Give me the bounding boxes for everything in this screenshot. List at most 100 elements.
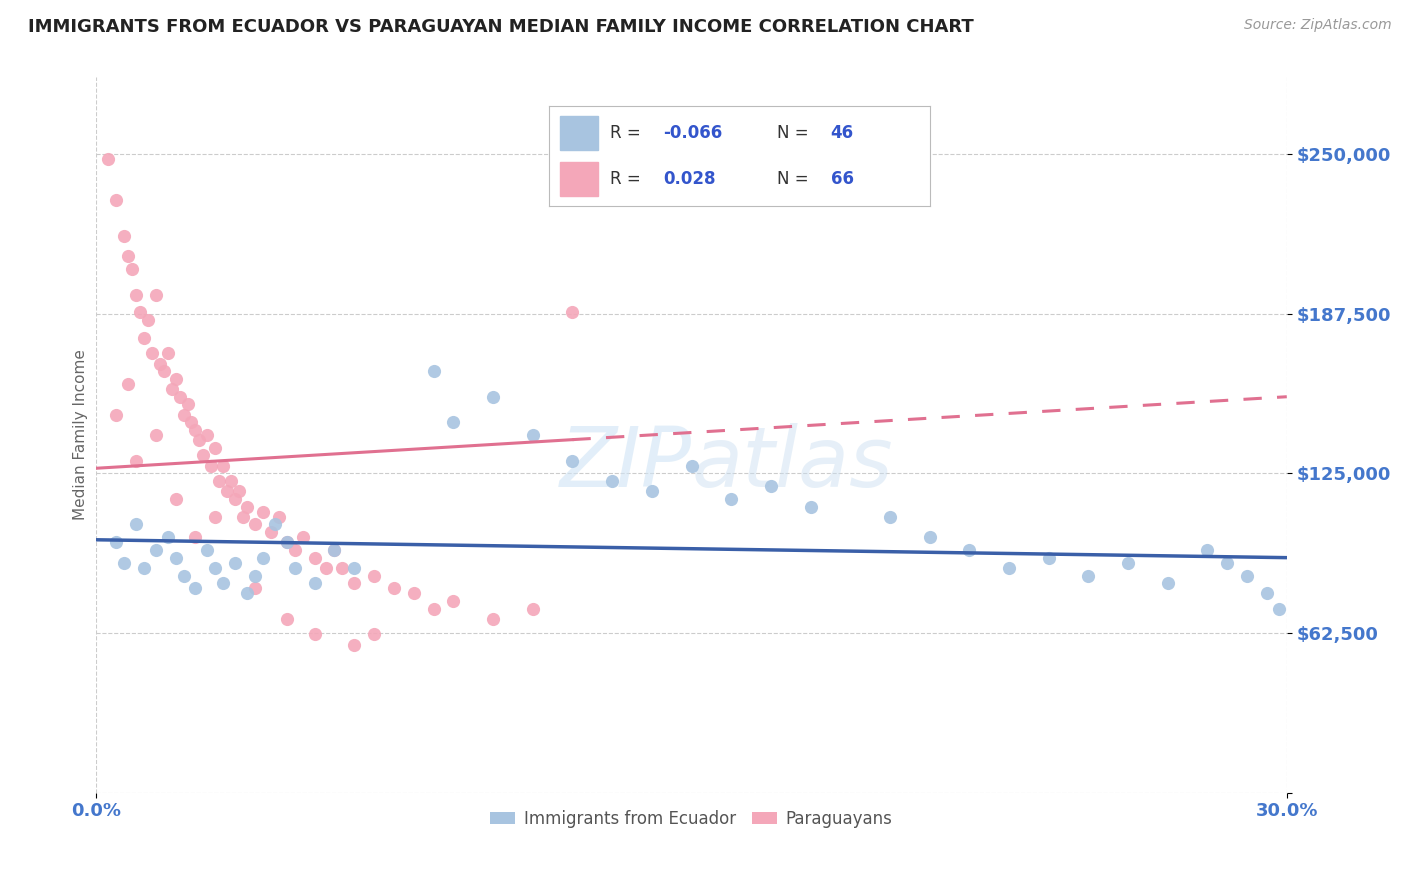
Point xyxy=(363,568,385,582)
Point xyxy=(184,530,207,544)
Point xyxy=(156,530,179,544)
Point xyxy=(1157,576,1180,591)
Point xyxy=(117,376,139,391)
Point xyxy=(105,535,128,549)
Point xyxy=(243,582,266,596)
Point xyxy=(343,638,366,652)
Point xyxy=(1077,568,1099,582)
Point xyxy=(304,627,326,641)
Point xyxy=(330,561,353,575)
Point xyxy=(482,612,505,626)
Point xyxy=(236,586,259,600)
Point xyxy=(522,601,544,615)
Point xyxy=(561,305,583,319)
Point xyxy=(97,152,120,166)
Point xyxy=(681,458,703,473)
Point xyxy=(957,543,980,558)
Point xyxy=(252,550,274,565)
Point xyxy=(149,357,172,371)
Legend: Immigrants from Ecuador, Paraguayans: Immigrants from Ecuador, Paraguayans xyxy=(484,803,900,834)
Point xyxy=(125,517,148,532)
Point xyxy=(236,500,259,514)
Point xyxy=(304,550,326,565)
Point xyxy=(228,484,250,499)
Point xyxy=(323,543,346,558)
Point xyxy=(112,556,135,570)
Point xyxy=(641,484,664,499)
Point xyxy=(263,517,285,532)
Point xyxy=(363,627,385,641)
Point xyxy=(212,458,235,473)
Point xyxy=(260,525,283,540)
Point xyxy=(180,415,202,429)
Point xyxy=(243,517,266,532)
Point xyxy=(156,346,179,360)
Point xyxy=(217,484,239,499)
Text: Source: ZipAtlas.com: Source: ZipAtlas.com xyxy=(1244,18,1392,32)
Point xyxy=(918,530,941,544)
Point xyxy=(343,576,366,591)
Text: atlas: atlas xyxy=(692,423,893,504)
Point xyxy=(284,543,307,558)
Point xyxy=(105,408,128,422)
Point xyxy=(382,582,405,596)
Point xyxy=(1236,568,1258,582)
Point xyxy=(1256,586,1278,600)
Point xyxy=(204,441,226,455)
Point xyxy=(152,364,174,378)
Point xyxy=(422,601,444,615)
Point xyxy=(204,509,226,524)
Point xyxy=(224,556,246,570)
Point xyxy=(212,576,235,591)
Point xyxy=(304,576,326,591)
Point xyxy=(173,568,195,582)
Point xyxy=(276,612,298,626)
Point xyxy=(522,428,544,442)
Point xyxy=(1116,556,1139,570)
Point xyxy=(160,382,183,396)
Point xyxy=(121,262,143,277)
Point xyxy=(145,428,167,442)
Point xyxy=(276,535,298,549)
Point xyxy=(232,509,254,524)
Point xyxy=(165,372,187,386)
Point xyxy=(141,346,163,360)
Point xyxy=(1268,601,1291,615)
Point xyxy=(441,594,464,608)
Point xyxy=(204,561,226,575)
Point xyxy=(402,586,425,600)
Point xyxy=(219,474,242,488)
Point xyxy=(1038,550,1060,565)
Y-axis label: Median Family Income: Median Family Income xyxy=(73,350,89,521)
Point xyxy=(1216,556,1239,570)
Point xyxy=(165,491,187,506)
Point xyxy=(1197,543,1219,558)
Point xyxy=(759,479,782,493)
Point xyxy=(315,561,337,575)
Point xyxy=(195,428,218,442)
Point xyxy=(125,287,148,301)
Point xyxy=(482,390,505,404)
Point xyxy=(195,543,218,558)
Point xyxy=(165,550,187,565)
Point xyxy=(252,505,274,519)
Point xyxy=(132,331,155,345)
Point xyxy=(284,561,307,575)
Point xyxy=(998,561,1021,575)
Point xyxy=(125,453,148,467)
Point xyxy=(422,364,444,378)
Point xyxy=(267,509,290,524)
Point xyxy=(323,543,346,558)
Point xyxy=(128,305,150,319)
Point xyxy=(145,287,167,301)
Point xyxy=(720,491,742,506)
Point xyxy=(193,449,215,463)
Point xyxy=(343,561,366,575)
Point xyxy=(800,500,823,514)
Point xyxy=(136,313,159,327)
Point xyxy=(208,474,231,488)
Point xyxy=(132,561,155,575)
Point xyxy=(112,228,135,243)
Text: IMMIGRANTS FROM ECUADOR VS PARAGUAYAN MEDIAN FAMILY INCOME CORRELATION CHART: IMMIGRANTS FROM ECUADOR VS PARAGUAYAN ME… xyxy=(28,18,974,36)
Point xyxy=(145,543,167,558)
